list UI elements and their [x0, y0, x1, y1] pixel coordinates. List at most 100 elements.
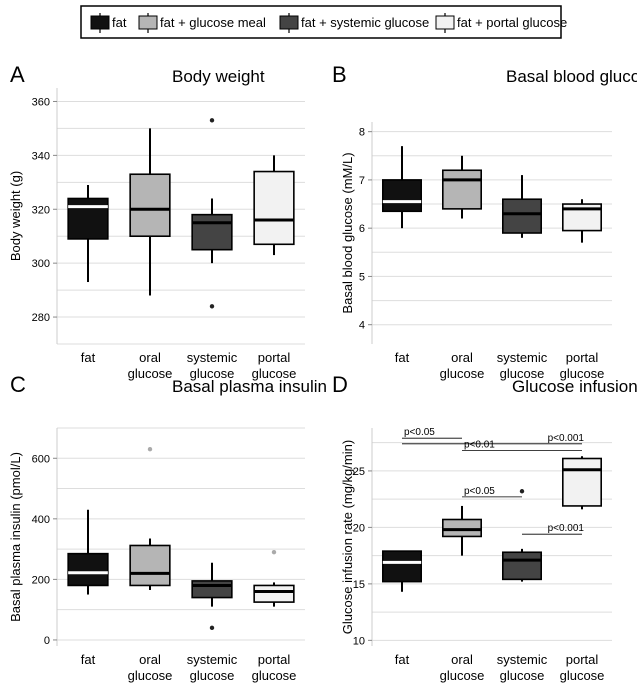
x-tick-label: glucose	[440, 366, 485, 381]
box	[191, 213, 233, 251]
box-portal-glucose	[253, 155, 295, 256]
y-tick-label: 6	[359, 223, 365, 235]
y-tick-label: 8	[359, 127, 365, 139]
y-tick-label: 7	[359, 175, 365, 187]
significance-label: p<0.01	[464, 440, 495, 451]
x-tick-label: glucose	[500, 668, 545, 683]
panel-title: Glucose infusion rate	[512, 377, 637, 396]
box	[67, 552, 109, 587]
box	[191, 580, 233, 599]
box-oral-glucose	[441, 155, 482, 219]
legend-item-fat: fat	[90, 13, 127, 33]
y-tick-label: 600	[32, 453, 50, 465]
x-tick-label: glucose	[560, 668, 605, 683]
x-tick-label: glucose	[128, 668, 173, 683]
box-systemic-glucose	[501, 175, 542, 238]
box-systemic-glucose	[191, 118, 233, 309]
x-tick-label: fat	[395, 652, 410, 667]
significance-label: p<0.001	[548, 433, 585, 444]
legend: fat fat + glucose meal fat + systemic gl…	[80, 5, 567, 39]
outlier-point	[209, 118, 215, 123]
y-tick-label: 0	[44, 635, 50, 647]
box	[561, 457, 602, 507]
significance-label: p<0.05	[404, 427, 435, 438]
legend-item-fat-portal-glucose: fat + portal glucose	[435, 13, 567, 33]
box	[129, 173, 171, 238]
y-tick-label: 15	[353, 579, 365, 591]
x-tick-label: portal	[258, 652, 291, 667]
x-tick-label: fat	[81, 350, 96, 365]
y-tick-label: 10	[353, 635, 365, 647]
x-tick-label: portal	[566, 652, 599, 667]
outlier-point	[147, 446, 153, 452]
box	[441, 518, 482, 538]
box-portal-glucose	[561, 199, 602, 243]
box	[381, 550, 422, 583]
x-tick-label: oral	[139, 652, 161, 667]
x-tick-label: systemic	[187, 350, 238, 365]
x-tick-label: glucose	[560, 366, 605, 381]
panel-a: A Body weight 280 300 320 340 360 Body weight (…	[8, 62, 305, 381]
legend-label: fat + systemic glucose	[301, 15, 429, 30]
box-fat	[67, 185, 109, 283]
legend-label: fat + glucose meal	[160, 15, 266, 30]
x-tick-label: fat	[395, 350, 410, 365]
box	[441, 169, 482, 210]
legend-frame	[80, 5, 562, 39]
y-tick-label: 200	[32, 574, 50, 586]
x-tick-label: glucose	[128, 366, 173, 381]
box-portal-glucose	[561, 456, 602, 510]
x-tick-label: oral	[451, 652, 473, 667]
box	[501, 198, 542, 234]
legend-swatch	[279, 15, 299, 30]
x-tick-label: glucose	[252, 366, 297, 381]
x-tick-label: systemic	[497, 652, 548, 667]
x-tick-label: oral	[139, 350, 161, 365]
box-portal-glucose	[253, 549, 295, 607]
y-tick-label: 280	[32, 312, 50, 324]
box-fat	[67, 509, 109, 595]
panel-title: Basal blood glucose	[506, 67, 637, 86]
x-tick-label: portal	[566, 350, 599, 365]
y-tick-label: 360	[32, 96, 50, 108]
y-axis-label: Basal plasma insulin (pmol/L)	[8, 452, 23, 622]
box	[501, 551, 542, 581]
y-axis-label: Body weight (g)	[8, 171, 23, 261]
y-tick-label: 5	[359, 271, 365, 283]
x-tick-label: glucose	[252, 668, 297, 683]
x-tick-label: portal	[258, 350, 291, 365]
x-tick-label: systemic	[187, 652, 238, 667]
box	[129, 544, 171, 587]
box-systemic-glucose	[191, 562, 233, 631]
box	[381, 179, 422, 213]
outlier-point	[209, 304, 215, 309]
panel-b: B Basal blood glucose 4 5 6 7 8 Basal blood glu…	[332, 62, 637, 381]
box-fat	[381, 146, 422, 229]
y-tick-label: 320	[32, 204, 50, 216]
box-oral-glucose	[129, 446, 171, 590]
outlier-point	[209, 625, 215, 631]
panel-letter: C	[10, 372, 26, 397]
panel-title: Body weight	[172, 67, 265, 86]
box-fat	[381, 550, 422, 592]
legend-swatch	[90, 15, 110, 30]
panel-letter: A	[10, 62, 25, 87]
y-axis-label: Glucose infusion rate (mg/kg/min)	[340, 440, 355, 634]
box-oral-glucose	[441, 505, 482, 556]
x-tick-label: glucose	[440, 668, 485, 683]
legend-swatch	[435, 15, 455, 30]
legend-label: fat	[112, 15, 127, 30]
x-tick-label: fat	[81, 652, 96, 667]
x-tick-label: glucose	[190, 668, 235, 683]
outlier-point	[519, 489, 525, 494]
significance-label: p<0.05	[464, 486, 495, 497]
outlier-point	[271, 549, 277, 555]
x-tick-label: systemic	[497, 350, 548, 365]
y-tick-label: 4	[359, 320, 365, 332]
legend-swatch	[138, 15, 158, 30]
box	[67, 197, 109, 240]
x-tick-label: oral	[451, 350, 473, 365]
y-tick-label: 400	[32, 514, 50, 526]
